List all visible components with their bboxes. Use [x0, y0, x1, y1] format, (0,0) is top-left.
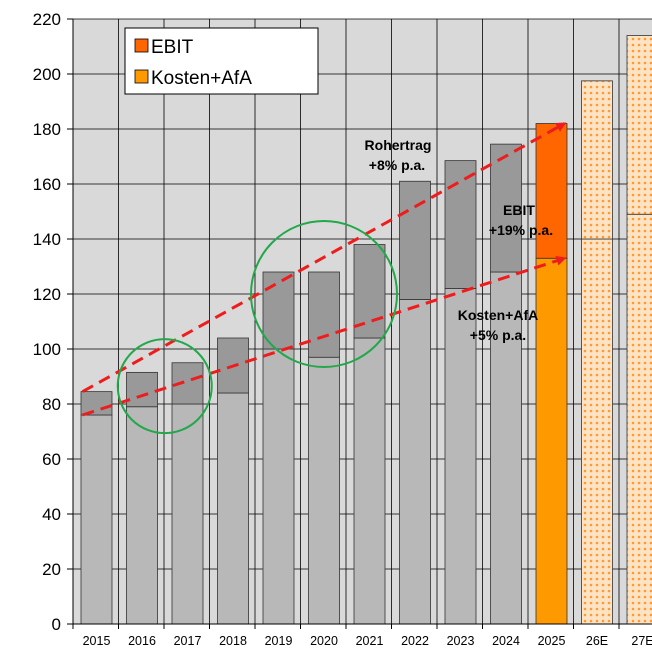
y-tick-label: 120 — [33, 285, 61, 304]
y-tick-label: 40 — [42, 505, 61, 524]
y-tick-label: 20 — [42, 560, 61, 579]
bar-ebit-2015 — [80, 391, 113, 416]
highlight-circle-2019-2021 — [250, 220, 398, 368]
bar-kosten-27E — [626, 213, 652, 625]
bar-ebit-2019 — [262, 271, 295, 350]
bar-ebit-2016 — [126, 371, 158, 408]
bar-ebit-26E — [581, 80, 613, 240]
annotation-rohertrag-line2: +8% p.a. — [369, 157, 425, 173]
x-tick-label: 2018 — [219, 634, 247, 648]
y-tick-label: 160 — [33, 175, 61, 194]
x-tick-label: 2021 — [356, 634, 384, 648]
x-tick-label: 2019 — [265, 634, 293, 648]
x-tick-label: 2024 — [492, 634, 520, 648]
legend-label-kosten: Kosten+AfA — [151, 68, 252, 89]
y-tick-label: 220 — [33, 10, 61, 29]
y-tick-label: 0 — [52, 615, 61, 634]
highlight-circle-2016-2017 — [116, 338, 213, 435]
y-tick-labels: 0 20 40 60 80 100 120 140 160 180 200 220 — [33, 10, 61, 634]
x-tick-labels: 2015 2016 2017 2018 2019 2020 2021 2022 2023 2024… — [83, 634, 652, 648]
y-tick-label: 180 — [33, 120, 61, 139]
x-tick-label: 2022 — [401, 634, 429, 648]
x-tick-label: 2023 — [447, 634, 475, 648]
legend-swatch-kosten — [134, 69, 149, 84]
legend-box — [124, 27, 319, 95]
annotation-rohertrag: Rohertrag +8% p.a. — [365, 137, 432, 173]
bar-kosten-2019 — [262, 348, 295, 625]
bar-ebit-2020 — [308, 271, 340, 358]
legend-label-ebit: EBIT — [151, 37, 194, 58]
bar-kosten-2021 — [353, 337, 386, 625]
bar-kosten-2016 — [126, 406, 158, 625]
bar-kosten-2024 — [490, 271, 522, 625]
bar-kosten-2022 — [399, 299, 431, 625]
y-tick-label: 80 — [42, 395, 61, 414]
bar-kosten-2023 — [444, 288, 477, 625]
annotation-kosten: Kosten+AfA +5% p.a. — [458, 307, 539, 343]
x-tick-label: 27E — [631, 634, 652, 648]
x-tick-label: 2016 — [128, 634, 156, 648]
x-tick-label: 2025 — [538, 634, 566, 648]
bar-ebit-2023 — [444, 160, 477, 289]
bar-kosten-2018 — [217, 392, 249, 625]
legend: EBIT Kosten+AfA — [124, 27, 319, 95]
legend-swatch-ebit — [134, 38, 149, 53]
y-tick-label: 60 — [42, 450, 61, 469]
annotation-kosten-line2: +5% p.a. — [470, 327, 526, 343]
y-tick-label: 140 — [33, 230, 61, 249]
bar-ebit-2024 — [490, 143, 522, 273]
annotation-ebit: EBIT +19% p.a. — [489, 202, 553, 238]
axes — [72, 19, 652, 625]
x-tick-label: 26E — [586, 634, 608, 648]
y-tick-label: 200 — [33, 65, 61, 84]
bar-ebit-2022 — [399, 180, 431, 300]
x-tick-label: 2015 — [83, 634, 111, 648]
x-tick-label: 2020 — [310, 634, 338, 648]
annotation-ebit-line2: +19% p.a. — [489, 222, 553, 238]
overlays — [81, 122, 567, 435]
bars — [80, 35, 652, 625]
bar-ebit-27E — [626, 35, 652, 215]
bar-kosten-2025 — [535, 257, 568, 625]
bar-kosten-2017 — [171, 403, 204, 625]
annotation-kosten-line1: Kosten+AfA — [458, 307, 539, 323]
y-tick-label: 100 — [33, 340, 61, 359]
annotation-ebit-line1: EBIT — [503, 202, 535, 218]
bar-kosten-26E — [581, 238, 613, 625]
bar-ebit-2021 — [353, 244, 386, 339]
bar-kosten-2020 — [308, 356, 340, 625]
x-tick-label: 2017 — [174, 634, 202, 648]
trend-arrow-kosten — [82, 255, 567, 417]
annotation-rohertrag-line1: Rohertrag — [365, 137, 432, 153]
bar-ebit-2025 — [535, 123, 568, 259]
bar-kosten-2015 — [80, 414, 113, 625]
trend-arrow-rohertrag — [81, 122, 567, 393]
